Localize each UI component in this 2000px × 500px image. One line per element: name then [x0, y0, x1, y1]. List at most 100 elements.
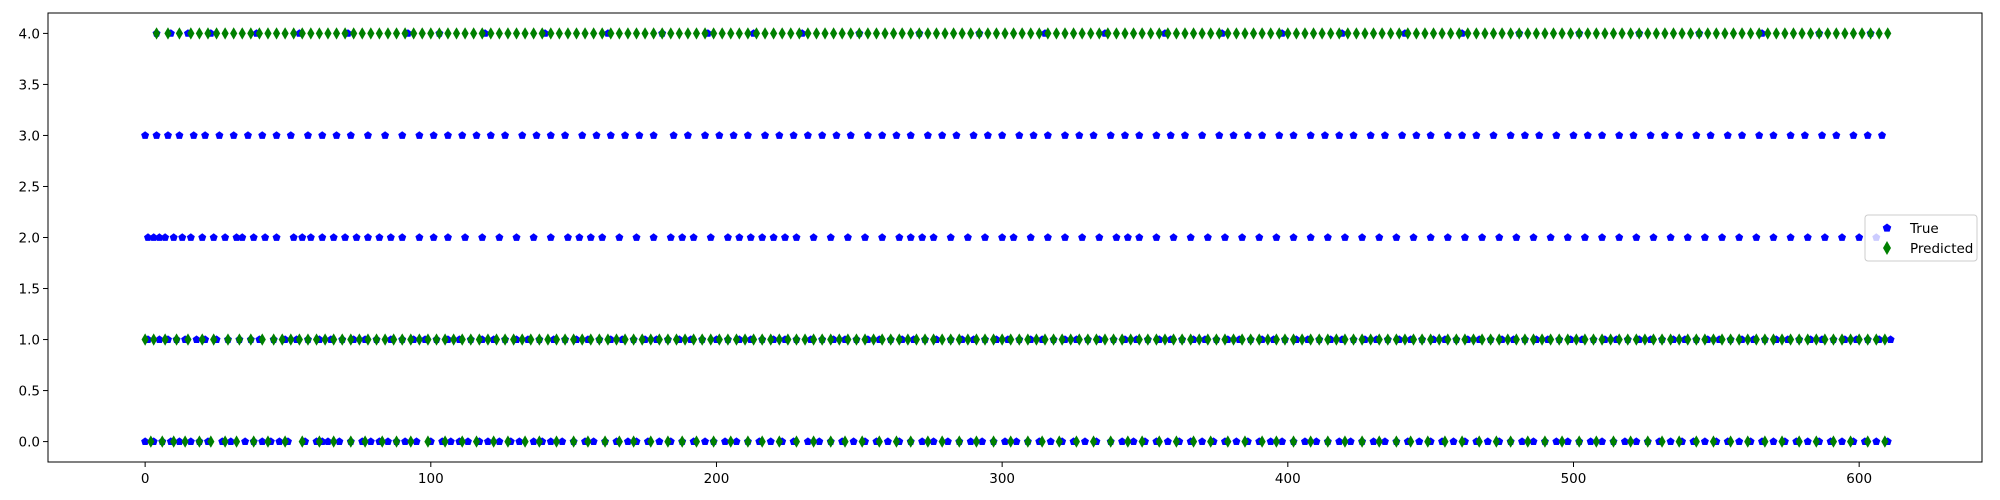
predicted-point	[572, 27, 581, 40]
true-point	[512, 233, 521, 241]
predicted-point	[1541, 27, 1549, 40]
predicted-point	[1284, 27, 1292, 40]
predicted-point	[487, 27, 495, 40]
true-point	[846, 131, 855, 139]
predicted-point	[1155, 27, 1163, 40]
true-point	[1752, 233, 1761, 241]
predicted-point	[1598, 333, 1606, 346]
true-point	[1820, 233, 1829, 241]
predicted-point	[1761, 333, 1769, 346]
true-point	[1692, 131, 1701, 139]
true-point	[655, 437, 664, 445]
predicted-point	[598, 27, 606, 40]
predicted-point	[924, 435, 932, 448]
predicted-point	[235, 333, 244, 346]
true-point	[1666, 437, 1675, 445]
predicted-point	[1309, 27, 1318, 40]
true-point	[943, 437, 952, 445]
true-point	[849, 437, 858, 445]
x-tick-label: 0	[141, 471, 150, 487]
true-point	[1272, 233, 1281, 241]
true-point	[689, 233, 698, 241]
predicted-point	[1692, 435, 1700, 448]
predicted-point	[1444, 333, 1452, 346]
predicted-point	[264, 435, 272, 448]
predicted-point	[221, 27, 229, 40]
true-point	[1275, 131, 1284, 139]
true-point	[826, 233, 835, 241]
predicted-point	[898, 27, 906, 40]
predicted-point	[895, 333, 903, 346]
predicted-point	[1507, 27, 1515, 40]
predicted-point	[727, 27, 735, 40]
true-point	[666, 233, 675, 241]
predicted-point	[1001, 27, 1009, 40]
true-point	[1483, 437, 1492, 445]
true-point	[563, 233, 572, 241]
true-point	[1598, 131, 1607, 139]
true-point	[1412, 131, 1421, 139]
predicted-point	[1315, 333, 1323, 346]
predicted-point	[141, 333, 149, 346]
true-point	[175, 437, 184, 445]
true-point	[1755, 131, 1764, 139]
true-point	[298, 233, 307, 241]
predicted-point	[390, 333, 398, 346]
true-point	[1215, 131, 1224, 139]
predicted-point	[744, 435, 752, 448]
predicted-point	[1592, 435, 1600, 448]
true-point	[1358, 233, 1367, 241]
predicted-point	[835, 333, 843, 346]
true-point	[258, 131, 267, 139]
predicted-point	[612, 333, 621, 346]
true-point	[155, 335, 164, 343]
legend-true-label: True	[1909, 221, 1939, 237]
predicted-point	[675, 27, 683, 40]
predicted-point	[1181, 27, 1189, 40]
predicted-point	[1627, 27, 1635, 40]
predicted-point	[538, 27, 546, 40]
true-point	[1632, 233, 1641, 241]
true-point	[1443, 233, 1452, 241]
predicted-point	[710, 27, 718, 40]
predicted-point	[298, 27, 306, 40]
true-point	[732, 437, 741, 445]
predicted-point	[1241, 27, 1249, 40]
predicted-point	[1404, 27, 1412, 40]
true-point	[803, 437, 812, 445]
predicted-point	[330, 333, 338, 346]
predicted-point	[407, 333, 415, 346]
predicted-point	[1118, 333, 1126, 346]
true-point	[192, 335, 201, 343]
predicted-point	[584, 435, 592, 448]
true-point	[815, 437, 824, 445]
predicted-point	[932, 27, 941, 40]
predicted-point	[1601, 27, 1609, 40]
predicted-point	[869, 333, 878, 346]
predicted-point	[1515, 27, 1523, 40]
predicted-point	[198, 333, 206, 346]
predicted-point	[672, 333, 681, 346]
predicted-point	[941, 27, 949, 40]
true-point	[546, 131, 555, 139]
predicted-point	[838, 27, 846, 40]
predicted-point	[444, 27, 452, 40]
true-point	[832, 131, 841, 139]
true-point	[1552, 131, 1561, 139]
predicted-point	[547, 27, 555, 40]
true-point	[249, 233, 258, 241]
true-point	[918, 233, 927, 241]
predicted-point	[1324, 333, 1332, 346]
predicted-point	[210, 333, 218, 346]
predicted-point	[347, 333, 355, 346]
true-point	[1081, 437, 1089, 445]
predicted-point	[1589, 333, 1598, 346]
predicted-point	[1721, 27, 1729, 40]
true-point	[1135, 131, 1144, 139]
predicted-point	[1247, 333, 1255, 346]
predicted-point	[170, 435, 178, 448]
predicted-point	[1095, 27, 1103, 40]
predicted-point	[392, 27, 401, 40]
true-point	[1598, 437, 1607, 445]
predicted-point	[727, 435, 735, 448]
